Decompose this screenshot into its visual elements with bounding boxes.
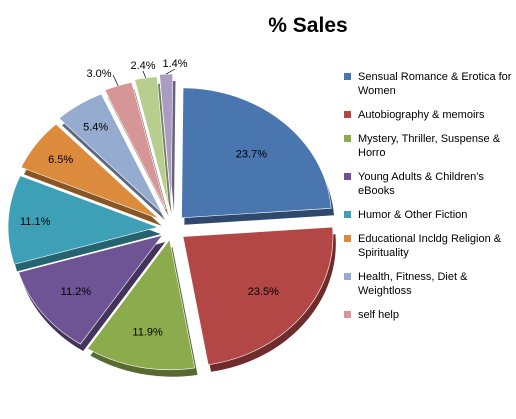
pie-slice-3: [87, 239, 196, 370]
legend-swatch: [344, 111, 351, 118]
legend-label: Educational Incldg Religion & Spirituali…: [358, 233, 502, 259]
legend-label: Sensual Romance & Erotica for Women: [358, 71, 512, 97]
pie-slice-7: [58, 93, 163, 214]
slice-data-label-4: 11.2%: [61, 286, 92, 298]
slice-leader-line-8: [112, 74, 119, 86]
legend-swatch: [344, 311, 351, 318]
legend-item-1: Sensual Romance & Erotica for Women: [344, 70, 514, 98]
chart-title: % Sales: [268, 14, 348, 37]
legend-item-4: Young Adults & Children's eBooks: [344, 170, 514, 198]
pie-slice-4: [18, 234, 164, 345]
slice-data-label-8: 3.0%: [86, 68, 111, 80]
slices-layer: [7, 73, 334, 370]
pie-slice-6: [20, 123, 160, 220]
legend-swatch: [344, 273, 351, 280]
slice-data-label-3: 11.9%: [132, 326, 163, 338]
legend: Sensual Romance & Erotica for Women Autob…: [344, 70, 514, 332]
legend-swatch: [344, 135, 351, 142]
legend-item-3: Mystery, Thriller, Suspense & Horro: [344, 132, 514, 160]
slice-data-label-10: 1.4%: [162, 58, 187, 70]
legend-item-8: self help: [344, 308, 514, 322]
legend-label: Autobiography & memoirs: [358, 109, 485, 121]
slice-labels-layer: 23.7% 23.5% 11.9% 11.2% 11.1% 6.5% 5.4% 3.0% 2.4…: [20, 58, 279, 338]
legend-item-6: Educational Incldg Religion & Spirituali…: [344, 232, 514, 260]
slice-data-label-9: 2.4%: [130, 60, 155, 72]
pie-slice-1: [181, 87, 332, 219]
pie-slice-2: [182, 226, 334, 366]
slice-data-label-6: 6.5%: [48, 154, 73, 166]
slice-leader-line-10: [165, 68, 176, 75]
slice-data-label-1: 23.7%: [236, 148, 267, 160]
legend-label: Mystery, Thriller, Suspense & Horro: [358, 133, 501, 159]
legend-swatch: [344, 211, 351, 218]
legend-item-2: Autobiography & memoirs: [344, 108, 514, 122]
legend-item-7: Health, Fitness, Diet & Weightloss: [344, 270, 514, 298]
legend-swatch: [344, 235, 351, 242]
slice-data-label-2: 23.5%: [248, 286, 279, 298]
legend-label: Young Adults & Children's eBooks: [358, 171, 484, 197]
legend-label: Health, Fitness, Diet & Weightloss: [358, 271, 468, 297]
slice-data-label-5: 11.1%: [20, 216, 51, 228]
legend-label: self help: [358, 309, 399, 321]
legend-swatch: [344, 73, 351, 80]
pie-slice-5: [7, 175, 160, 265]
slice-data-label-7: 5.4%: [83, 121, 108, 133]
legend-swatch: [344, 173, 351, 180]
legend-label: Humor & Other Fiction: [358, 209, 468, 221]
legend-item-5: Humor & Other Fiction: [344, 208, 514, 222]
slice-leader-line-9: [142, 70, 147, 78]
pie-slice-9: [134, 76, 169, 207]
